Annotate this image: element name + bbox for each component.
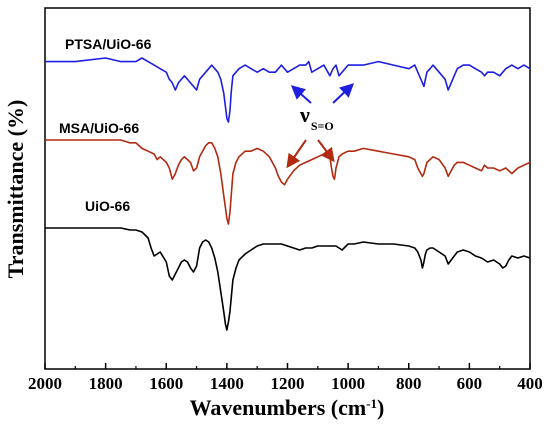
y-axis-title: Transmittance (%) (3, 100, 28, 279)
arrow-blue-right (332, 83, 355, 104)
x-tick-label: 1200 (271, 374, 305, 393)
series-layer (45, 57, 531, 331)
annotation-subscript: S=O (311, 119, 334, 133)
x-tick-label: 1400 (210, 374, 244, 393)
plot-frame (44, 7, 531, 370)
x-axis-title-suffix: ) (377, 395, 384, 420)
series-line-uio-66 (45, 227, 531, 331)
annotation-nu: ν (299, 102, 310, 127)
series-label-msa: MSA/UiO-66 (59, 120, 139, 136)
x-tick-label: 800 (396, 374, 422, 393)
arrow-red-left (286, 139, 307, 169)
x-tick-label: 2000 (28, 374, 62, 393)
series-label-ptsa: PTSA/UiO-66 (65, 36, 152, 52)
x-tick-label: 1600 (149, 374, 183, 393)
series-line-msa-uio-66 (45, 139, 531, 225)
x-axis-ticks: 2000 1800 1600 1400 1200 1000 800 600 400 (28, 363, 543, 393)
series-line-ptsa-uio-66 (45, 57, 531, 123)
x-axis-title: Wavenumbers (cm-1) (190, 395, 385, 420)
x-tick-label: 400 (517, 374, 543, 393)
arrow-blue-left (290, 85, 312, 104)
x-tick-label: 1800 (89, 374, 123, 393)
x-tick-label: 600 (457, 374, 483, 393)
x-axis-title-main: Wavenumbers (cm (190, 395, 367, 420)
annotation-nu-so: νS=O (299, 102, 334, 133)
arrow-red-right (317, 139, 335, 163)
x-tick-label: 1000 (331, 374, 365, 393)
series-label-uio66: UiO-66 (85, 198, 130, 214)
x-axis-title-sup: -1 (366, 396, 377, 411)
